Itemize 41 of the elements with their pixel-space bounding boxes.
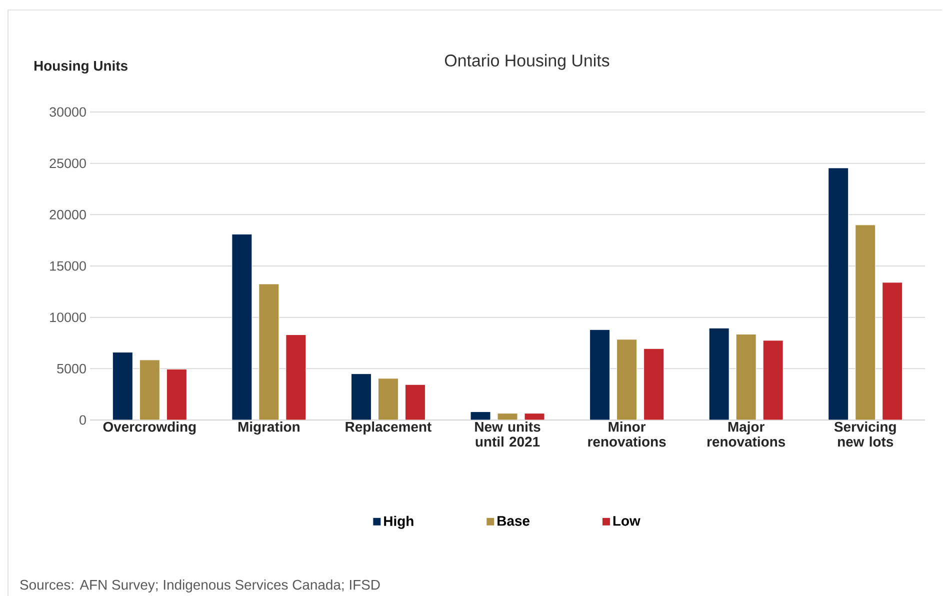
bar xyxy=(470,411,491,420)
bar xyxy=(139,359,160,420)
bar xyxy=(882,282,903,420)
legend-label: High xyxy=(384,516,414,529)
x-tick-label: Migration xyxy=(238,421,300,434)
y-tick-label: 30000 xyxy=(50,107,86,117)
bar xyxy=(258,284,280,420)
bar xyxy=(404,384,426,420)
x-tick-label: Overcrowding xyxy=(103,421,196,434)
bar xyxy=(524,412,545,420)
y-tick-label: 5000 xyxy=(57,364,86,374)
bar xyxy=(112,352,133,420)
bar xyxy=(828,168,849,420)
y-tick-label: 20000 xyxy=(50,210,86,220)
bar xyxy=(616,338,638,420)
bar xyxy=(644,348,664,420)
y-tick-label: 25000 xyxy=(50,158,86,168)
bar xyxy=(166,368,187,420)
bar xyxy=(855,224,876,420)
bar xyxy=(497,412,518,420)
legend-label: Low xyxy=(613,516,640,526)
y-tick-label: 15000 xyxy=(50,261,86,271)
y-tick-label: 0 xyxy=(80,415,86,425)
bar xyxy=(590,329,610,420)
source-note: Sources: AFN Survey; Indigenous Services Canada; IFSD xyxy=(20,579,380,592)
x-tick-label: Minor renovations xyxy=(588,421,666,447)
y-tick-label: 10000 xyxy=(50,312,86,322)
x-tick-label: New units until 2021 xyxy=(475,421,540,447)
x-tick-label: Major renovations xyxy=(707,421,786,447)
x-tick-label: Servicing new lots xyxy=(834,421,896,447)
x-tick-label: Replacement xyxy=(346,421,432,434)
chart-title: Ontario Housing Units xyxy=(444,54,610,70)
bar xyxy=(378,378,398,420)
bar xyxy=(350,373,372,420)
bar xyxy=(736,334,756,420)
y-axis-title: Housing Units xyxy=(34,60,128,74)
bar xyxy=(708,328,730,420)
legend-label: Base xyxy=(498,516,530,526)
bar xyxy=(232,234,252,420)
bar xyxy=(762,340,784,420)
bar xyxy=(286,334,306,420)
